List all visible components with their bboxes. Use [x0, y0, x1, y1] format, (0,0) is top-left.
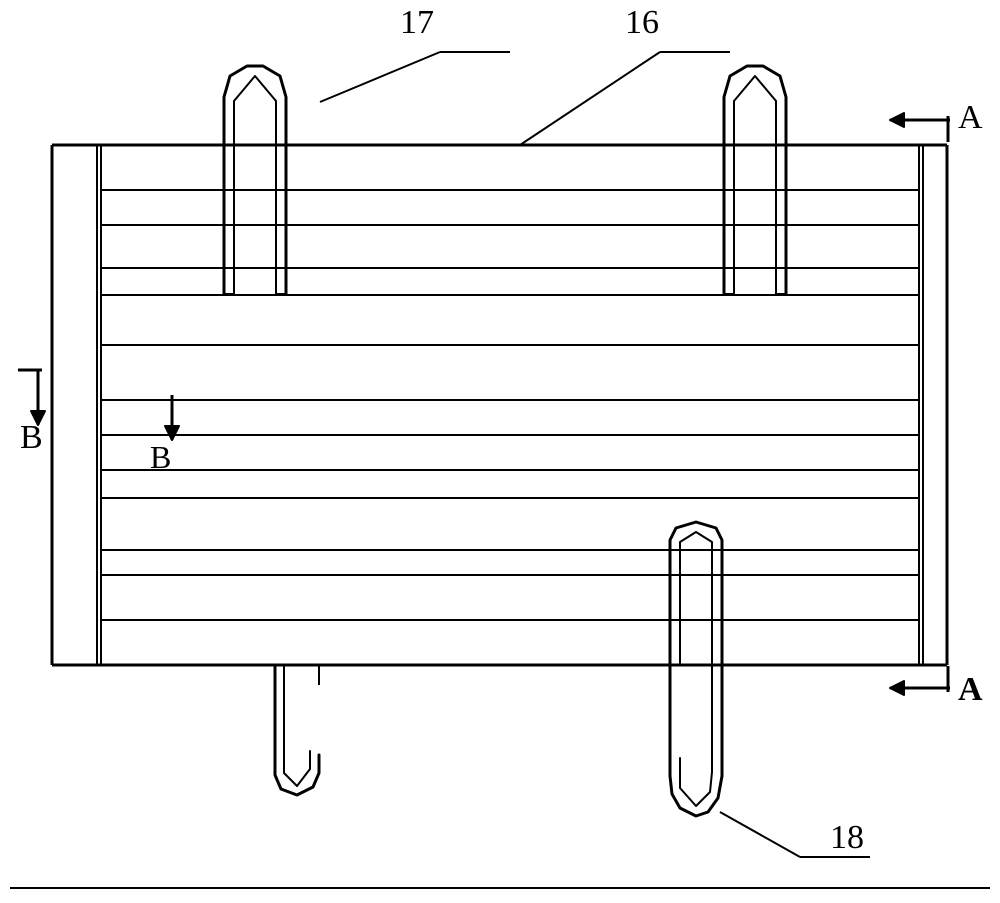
callout-18: 18: [830, 819, 864, 856]
section-A-bottom: A: [958, 671, 983, 708]
section-A-top: A: [958, 99, 983, 136]
section-B-inner: B: [150, 439, 171, 475]
section-B-left: B: [20, 419, 43, 456]
callout-16: 16: [625, 4, 659, 41]
callout-17: 17: [400, 4, 434, 41]
